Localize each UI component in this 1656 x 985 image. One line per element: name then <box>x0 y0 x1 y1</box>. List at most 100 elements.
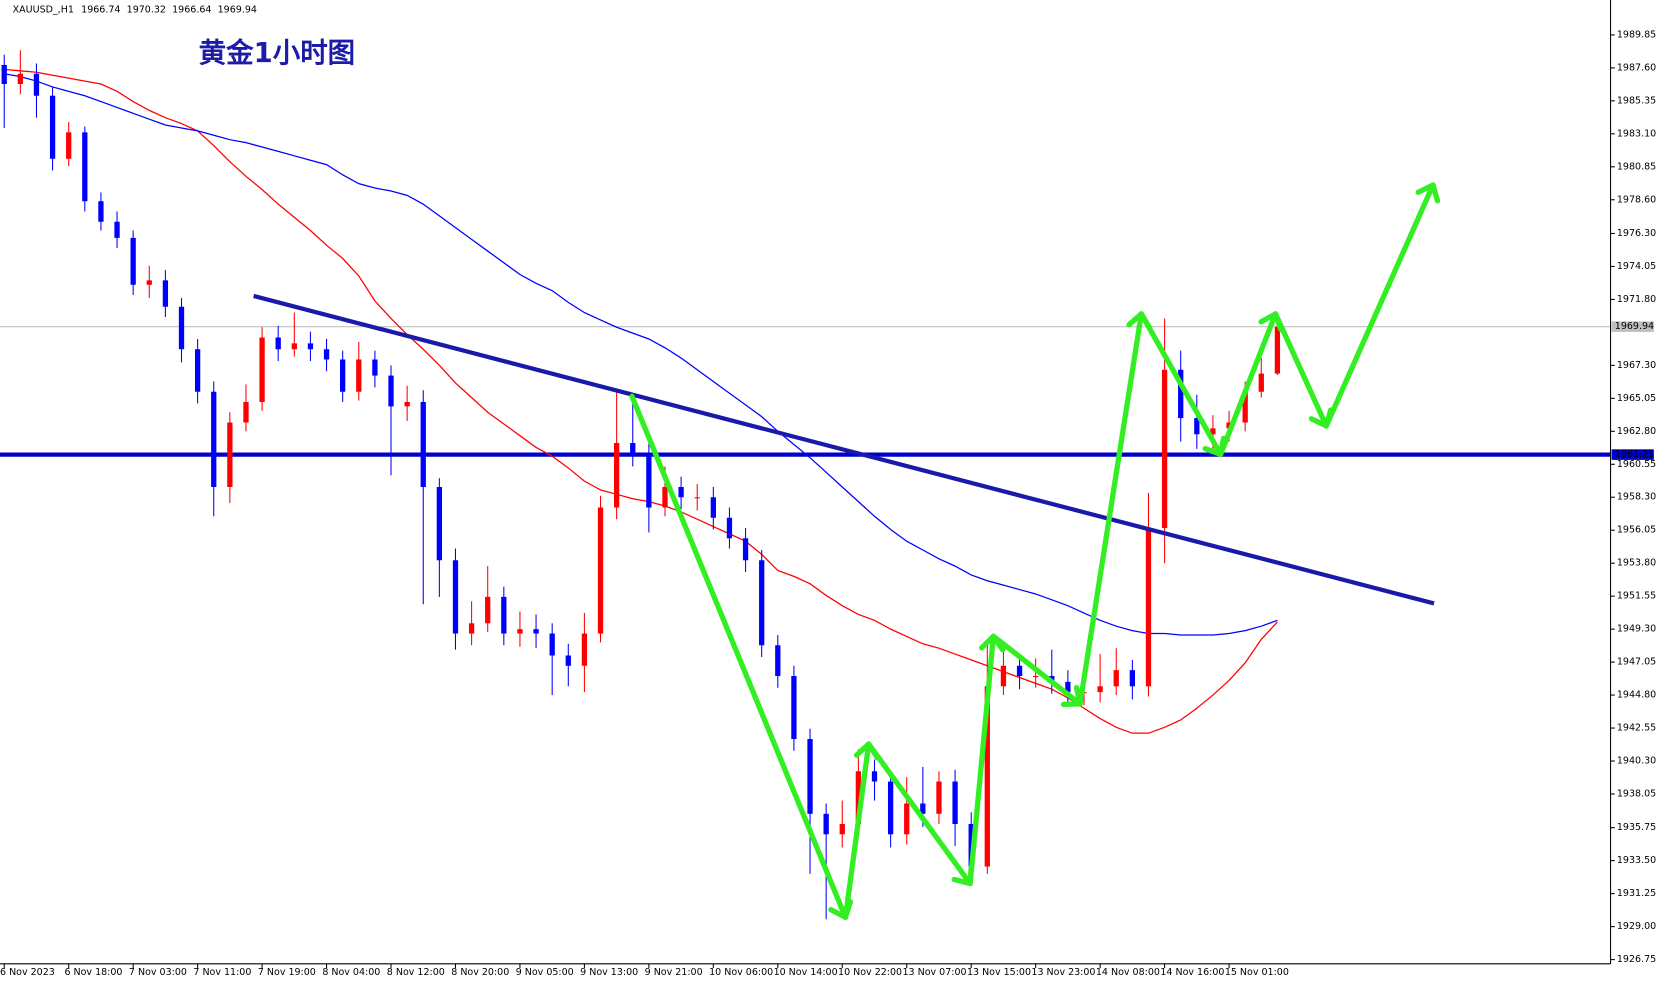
candle-body <box>501 596 507 634</box>
candle-body <box>678 486 684 498</box>
candle-body <box>1016 665 1023 677</box>
y-tick-label: 1983.10 <box>1617 128 1656 139</box>
arrow <box>866 741 974 887</box>
candle-body <box>66 132 72 159</box>
y-tick-label: 1933.50 <box>1617 855 1656 866</box>
y-tick-label: 1953.80 <box>1617 558 1656 569</box>
x-tick-label: 7 Nov 19:00 <box>258 967 316 978</box>
arrow <box>1217 311 1284 458</box>
candle-body <box>485 596 491 624</box>
candle-body <box>340 359 346 392</box>
y-tick-label: 1958.30 <box>1617 492 1656 503</box>
header-open: 1966.74 <box>81 4 120 15</box>
candle-body <box>823 813 829 835</box>
candle-body <box>1226 422 1232 429</box>
y-tick-label: 1938.05 <box>1617 788 1656 799</box>
candle-body <box>227 422 233 487</box>
candle-body <box>356 359 362 392</box>
candle-body <box>742 538 749 561</box>
moving-average <box>4 73 1278 636</box>
candle-body <box>549 633 555 656</box>
level-price-label: 1961.21 <box>1615 449 1654 460</box>
x-tick-label: 6 Nov 18:00 <box>64 967 122 978</box>
candle-body <box>759 560 765 646</box>
x-tick-label: 13 Nov 23:00 <box>1031 967 1095 978</box>
forecast-arrows <box>629 182 1441 920</box>
x-tick-label: 8 Nov 12:00 <box>387 967 445 978</box>
y-tick-label: 1944.80 <box>1617 690 1656 701</box>
candle-body <box>710 497 716 518</box>
candle-body <box>1000 665 1007 687</box>
candle-body <box>871 771 878 782</box>
drawings <box>253 182 1441 920</box>
x-tick-label: 9 Nov 05:00 <box>516 967 574 978</box>
candle-body <box>436 486 443 561</box>
current-price-label: 1969.94 <box>1615 321 1654 332</box>
candle-body <box>1145 528 1152 687</box>
arrow <box>1323 182 1441 429</box>
candle-body <box>178 306 185 350</box>
arrow <box>1138 311 1227 458</box>
x-tick-label: 10 Nov 06:00 <box>709 967 773 978</box>
candle-body <box>33 73 40 96</box>
y-tick-label: 1935.75 <box>1617 822 1656 833</box>
candle-body <box>82 132 88 202</box>
candle-body <box>1258 373 1264 392</box>
candle-body <box>98 201 104 222</box>
x-tick-label: 13 Nov 15:00 <box>967 967 1031 978</box>
candle-body <box>565 655 571 666</box>
candle-body <box>259 337 265 402</box>
y-tick-label: 1967.30 <box>1617 360 1656 371</box>
y-tick-label: 1989.85 <box>1617 29 1656 40</box>
candle-body <box>146 280 152 285</box>
candle-body <box>887 781 894 835</box>
candle-body <box>694 497 700 499</box>
y-tick-label: 1942.55 <box>1617 723 1656 734</box>
candle-body <box>581 633 588 666</box>
candle-body <box>1113 670 1119 687</box>
y-tick-label: 1926.75 <box>1617 954 1656 965</box>
x-tick-label: 13 Nov 07:00 <box>903 967 967 978</box>
candle-body <box>114 221 120 238</box>
y-tick-label: 1929.00 <box>1617 921 1656 932</box>
y-tick-label: 1931.25 <box>1617 888 1656 899</box>
candle-body <box>662 486 668 508</box>
candle-body <box>920 803 926 814</box>
candle-body <box>307 343 314 350</box>
header-close: 1969.94 <box>218 4 257 15</box>
candle-body <box>275 337 281 350</box>
x-tick-label: 14 Nov 08:00 <box>1096 967 1160 978</box>
candle-body <box>775 645 781 677</box>
candle-body <box>630 443 636 455</box>
candle-body <box>1129 670 1135 687</box>
x-tick-label: 7 Nov 03:00 <box>129 967 187 978</box>
y-tick-label: 1974.05 <box>1617 261 1656 272</box>
candle-body <box>646 454 652 508</box>
candle-body <box>130 237 136 285</box>
moving-average <box>4 68 1278 734</box>
y-tick-label: 1951.55 <box>1617 591 1656 602</box>
candle-body <box>404 401 410 407</box>
candle-body <box>597 507 604 634</box>
candle-body <box>243 401 249 423</box>
y-tick-label: 1965.05 <box>1617 393 1656 404</box>
candle-body <box>1178 369 1184 419</box>
header: XAUUSD_,H1 1966.74 1970.32 1966.64 1969.… <box>13 4 257 15</box>
candle-body <box>49 95 56 159</box>
candle-body <box>1161 369 1168 529</box>
candle-body <box>194 349 201 392</box>
candle-body <box>211 391 217 487</box>
arrow <box>1272 311 1334 429</box>
y-tick-label: 1956.05 <box>1617 525 1656 536</box>
candle-body <box>936 781 942 814</box>
symbol: XAUUSD_,H1 <box>13 4 74 15</box>
arrow <box>1077 311 1153 707</box>
candle-body <box>1194 418 1200 435</box>
candle-body <box>1097 686 1103 693</box>
current-price-box <box>1611 321 1654 332</box>
candle-body <box>984 686 990 867</box>
x-tick-label: 8 Nov 04:00 <box>322 967 380 978</box>
x-tick-label: 15 Nov 01:00 <box>1225 967 1289 978</box>
